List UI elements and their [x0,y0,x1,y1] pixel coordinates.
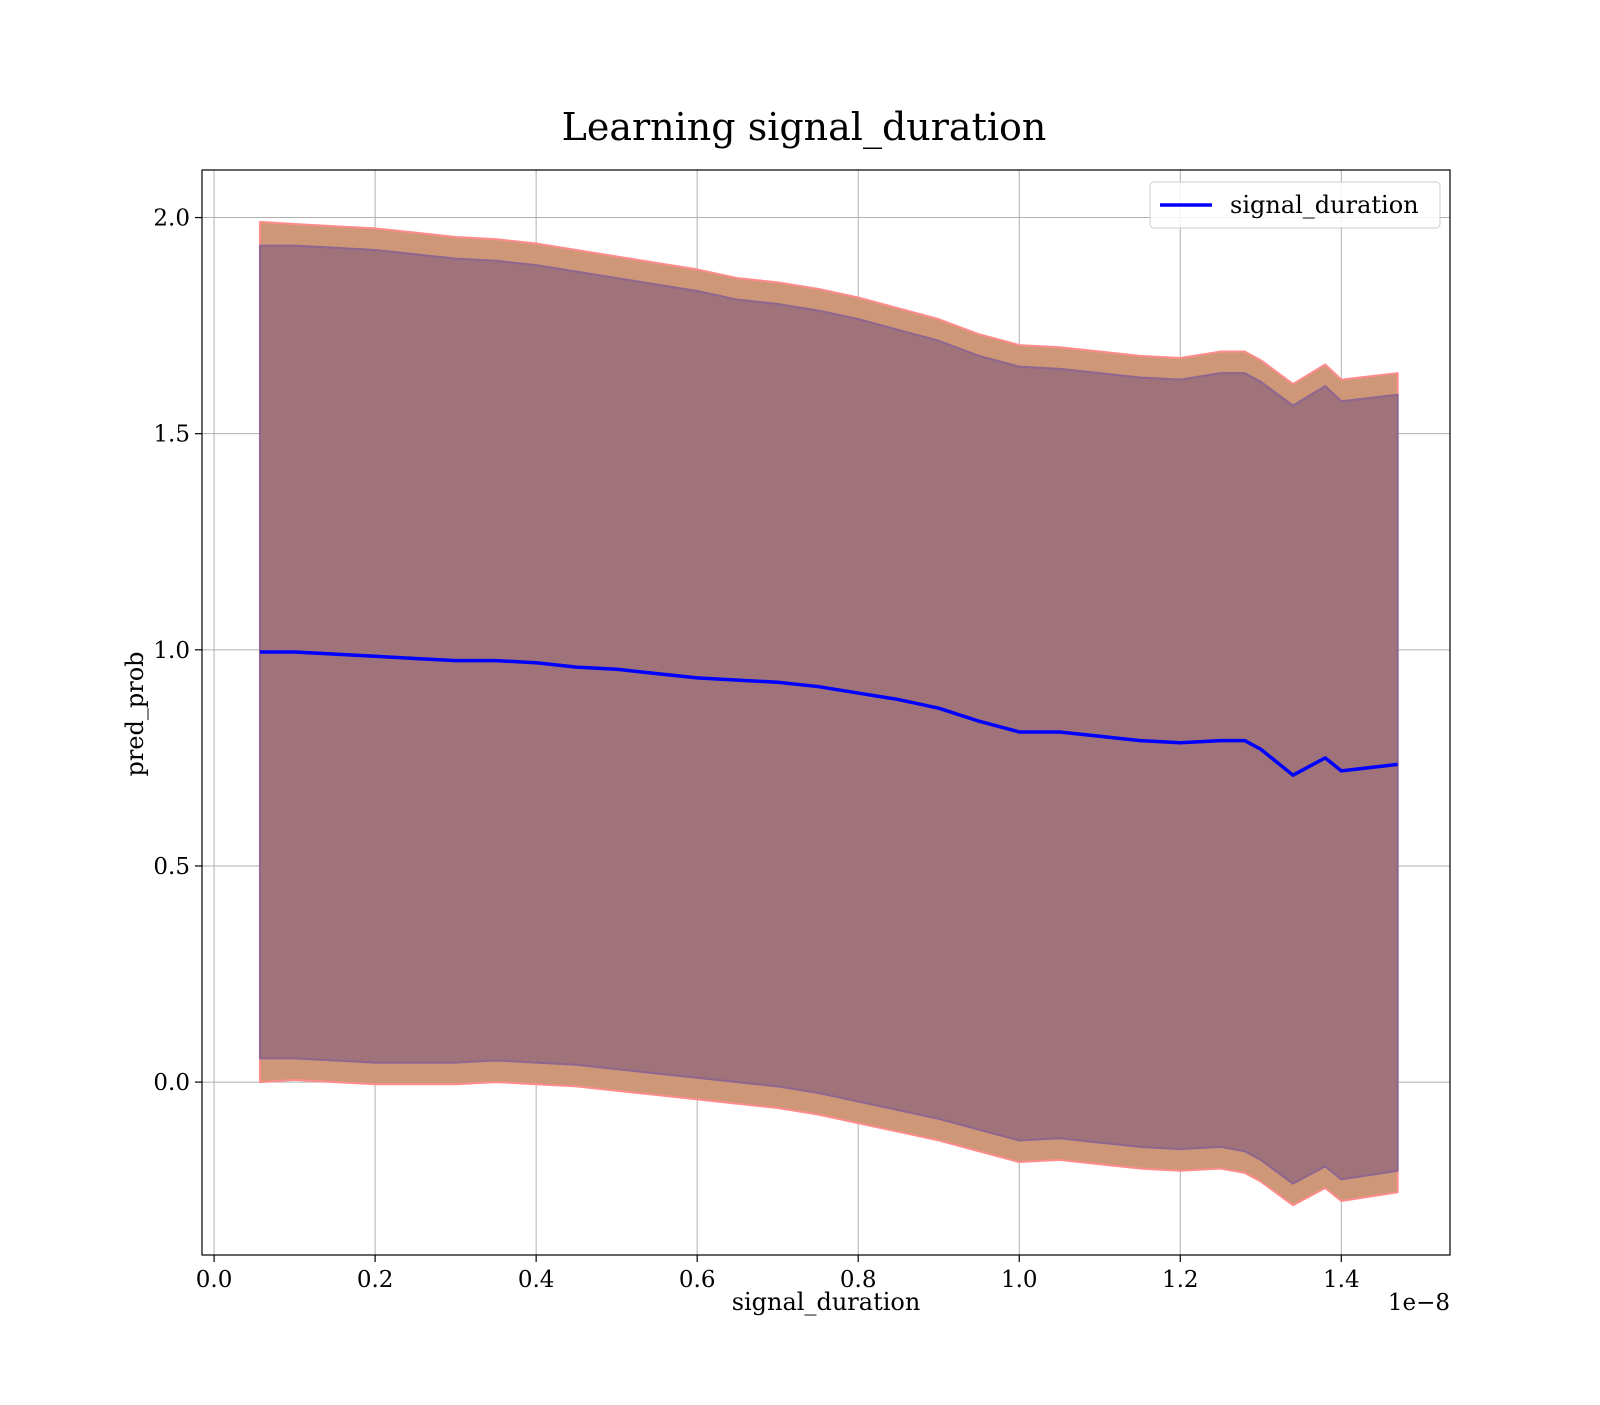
legend-label-0: signal_duration [1230,191,1419,219]
y-tick-label-1: 0.5 [153,854,190,880]
confidence-band-inner [258,244,1399,1185]
y-axis-label: pred_prob [121,651,149,776]
plot-area: 0.0 0.2 0.4 0.6 0.8 1.0 1.2 1.4 0.0 0.5 1.0 1.5 2.0 s… [153,169,1451,1293]
x-tick-label-4: 0.8 [840,1267,877,1293]
x-tick-label-1: 0.2 [357,1267,394,1293]
x-tick-label-0: 0.0 [196,1267,233,1293]
y-tick-label-0: 0.0 [153,1070,190,1096]
x-axis-label: signal_duration [732,1288,921,1316]
x-tick-label-2: 0.4 [518,1267,555,1293]
x-tick-label-6: 1.2 [1162,1267,1199,1293]
x-tick-label-5: 1.0 [1001,1267,1038,1293]
chart-title: Learning signal_duration [562,105,1047,150]
x-tick-label-3: 0.6 [679,1267,716,1293]
y-tick-label-3: 1.5 [153,422,190,448]
series-line-0 [259,650,1398,777]
axes-frame [201,169,1451,1256]
x-offset-label: 1e−8 [1388,1290,1450,1316]
x-tick-label-7: 1.4 [1323,1267,1360,1293]
legend: signal_duration [1149,181,1441,229]
y-tick-label-4: 2.0 [153,206,190,232]
y-tick-label-2: 1.0 [153,638,190,664]
legend-box [1149,181,1441,229]
